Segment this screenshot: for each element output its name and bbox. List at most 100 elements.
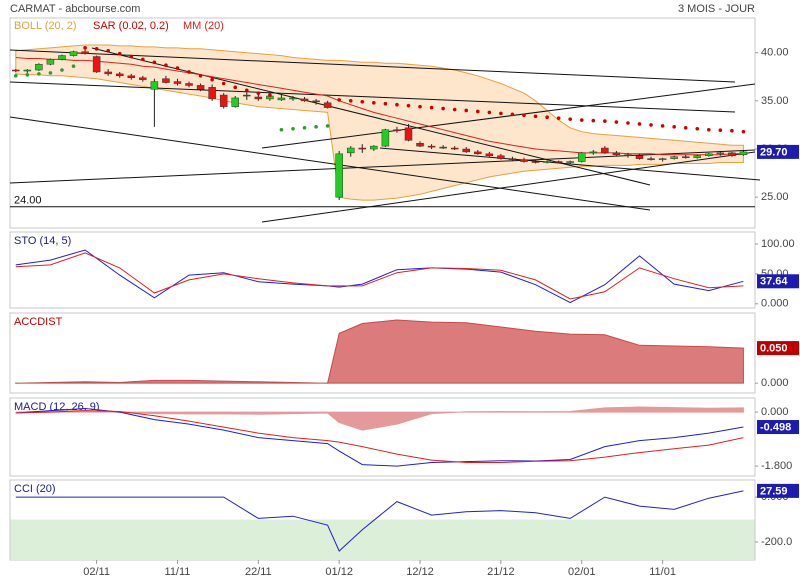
candle-body — [196, 85, 205, 90]
candle-body — [300, 98, 309, 102]
candle-body — [705, 153, 713, 157]
sar-dot — [233, 85, 238, 90]
sar-dot — [129, 54, 134, 59]
sar-dot — [637, 122, 642, 126]
sar-dot — [383, 101, 388, 106]
candle-body — [150, 81, 159, 90]
candle-body — [647, 158, 655, 160]
last-value-box — [757, 420, 799, 435]
sar-dot — [568, 117, 572, 121]
candle-body — [427, 145, 436, 148]
line — [15, 249, 744, 304]
sar-dot — [429, 105, 434, 110]
sar-dot — [106, 48, 110, 53]
sar-dot — [452, 107, 457, 112]
candle-body — [693, 155, 701, 158]
x-tick-label: 02/01 — [568, 566, 596, 578]
sar-dot — [198, 73, 203, 78]
sar-dot — [152, 60, 157, 65]
candle-body — [601, 147, 609, 154]
sar-dot — [406, 103, 411, 108]
candle-body — [69, 51, 78, 56]
last-value-box — [757, 144, 799, 159]
y-tick-label: -1.800 — [761, 460, 792, 472]
sar-dot — [83, 46, 87, 50]
x-tick-label: 21/12 — [487, 566, 515, 578]
candle-body — [670, 156, 678, 159]
candle-body — [335, 153, 343, 198]
y-tick-label: 40.00 — [761, 47, 789, 59]
trend-line — [9, 116, 651, 211]
candle-body — [450, 147, 459, 150]
sar-dot — [71, 64, 76, 68]
sar-dot — [210, 77, 214, 82]
period: 3 MOIS - JOUR — [678, 3, 755, 15]
sar-dot — [360, 100, 365, 104]
x-tick-label: 02/11 — [83, 566, 110, 578]
candle-body — [728, 152, 736, 157]
candle-body — [474, 151, 482, 155]
sar-dot — [730, 128, 734, 133]
sar-dot — [522, 113, 526, 118]
sar-dot — [302, 126, 307, 130]
candle-body — [416, 142, 424, 147]
support-label: 24.00 — [14, 195, 42, 207]
sar-dot — [603, 119, 607, 123]
candle-body — [277, 97, 286, 101]
last-value-label: 29.70 — [760, 146, 788, 158]
sar-dot — [718, 128, 723, 133]
candle-body — [531, 161, 540, 163]
line — [15, 252, 744, 300]
candle-body — [312, 100, 320, 103]
candle-body — [485, 153, 494, 157]
sar-dot — [117, 51, 122, 56]
candle-body — [497, 155, 505, 159]
panel-title: CCI (20) — [14, 483, 56, 495]
legend-entry: MM (20) — [183, 20, 224, 32]
y-tick-label: 0.000 — [761, 406, 789, 418]
candle-body — [624, 154, 632, 157]
candle-body — [393, 129, 401, 131]
candle-body — [404, 127, 413, 141]
x-tick-label: 11/11 — [165, 566, 191, 578]
candle-body — [162, 78, 170, 83]
line — [15, 490, 744, 552]
sar-dot — [614, 120, 619, 124]
last-value-label: 27.59 — [760, 485, 788, 497]
candle-body — [635, 155, 644, 159]
last-value-label: -0.498 — [760, 421, 791, 433]
sar-dot — [141, 57, 145, 62]
x-tick-label: 12/12 — [406, 566, 434, 578]
sar-dot — [291, 126, 295, 131]
candle-body — [185, 83, 193, 86]
band — [10, 519, 755, 560]
trend-line — [9, 81, 736, 113]
sar-dot — [256, 91, 261, 95]
last-value-box — [757, 274, 799, 289]
candle-body — [716, 152, 725, 155]
candle-body — [554, 161, 563, 163]
sar-dot — [464, 108, 469, 113]
sar-dot — [487, 110, 492, 115]
sar-dot — [37, 72, 41, 76]
candle-body — [358, 147, 367, 150]
y-tick-label: 100.00 — [761, 238, 795, 250]
sar-dot — [706, 127, 711, 132]
legend-entry: BOLL (20, 2) — [14, 20, 77, 32]
y-tick-label: -200.0 — [761, 536, 792, 548]
candle-body — [92, 56, 101, 73]
mm-line — [15, 57, 744, 156]
candle-body — [219, 94, 228, 107]
sar-dot — [741, 129, 746, 134]
sar-dot — [337, 98, 341, 102]
sar-dot — [475, 109, 480, 114]
sar-dot — [672, 125, 676, 129]
sar-dot — [279, 127, 284, 132]
sar-dot — [695, 126, 700, 131]
sar-dot — [418, 104, 422, 109]
sar-dot — [221, 81, 226, 86]
candle-body — [104, 71, 112, 75]
sar-dot — [556, 116, 561, 120]
sar-dot — [533, 114, 538, 119]
